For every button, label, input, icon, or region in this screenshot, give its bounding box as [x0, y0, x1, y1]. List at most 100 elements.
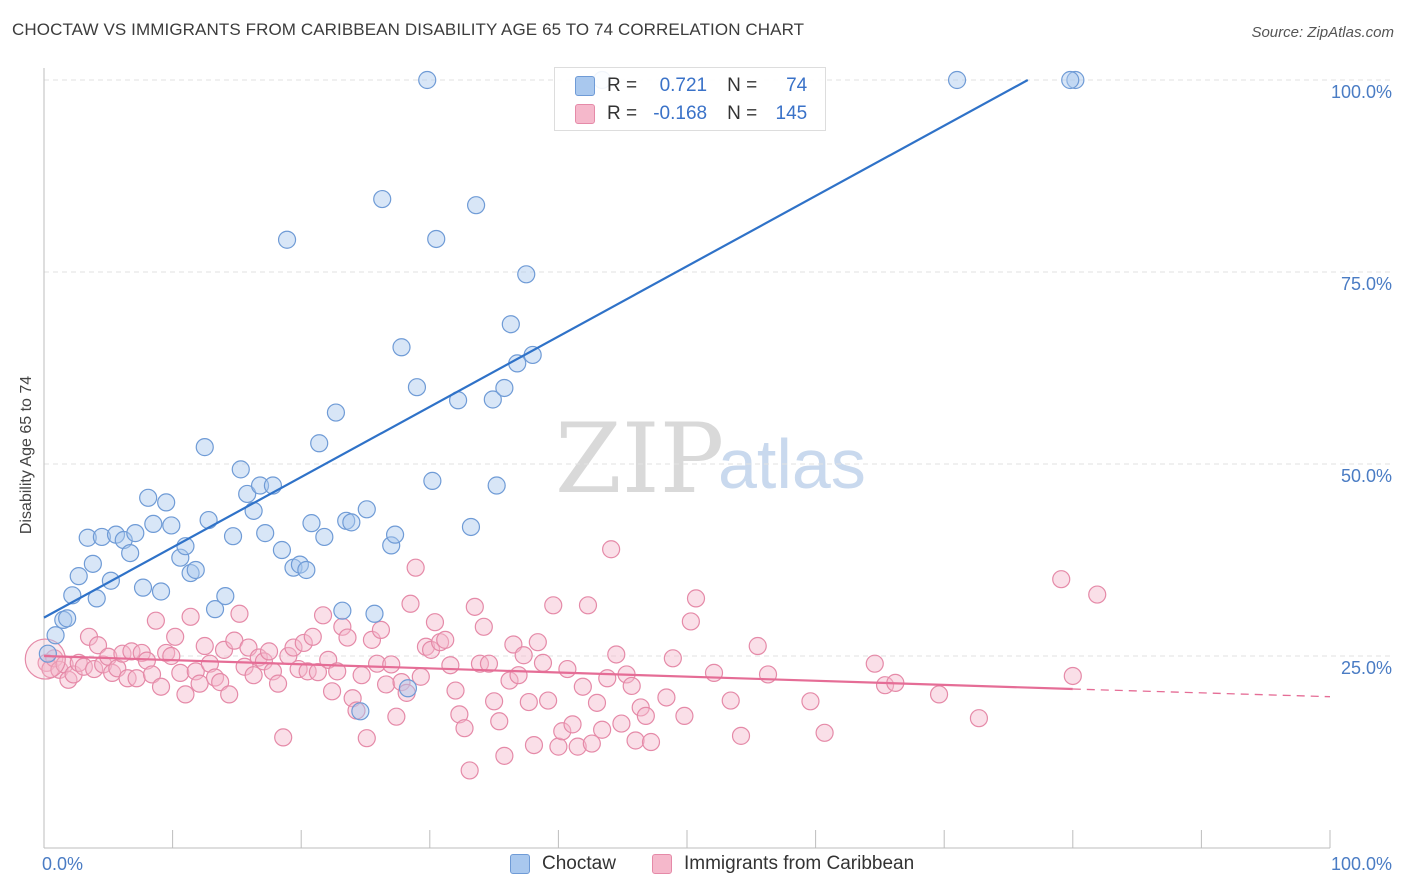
data-point-choctaw — [423, 471, 442, 490]
data-point-caribbean — [593, 720, 612, 739]
data-point-caribbean — [446, 681, 465, 700]
data-point-caribbean — [244, 666, 263, 685]
data-point-choctaw — [351, 702, 370, 721]
data-point-caribbean — [587, 693, 607, 712]
legend-r-value: -0.168 — [653, 103, 708, 124]
data-point-choctaw — [427, 229, 446, 249]
data-point-caribbean — [514, 646, 533, 665]
data-point-caribbean — [171, 663, 190, 682]
data-point-caribbean — [731, 726, 751, 745]
chart-source: Source: ZipAtlas.com — [1251, 24, 1394, 41]
data-point-choctaw — [144, 514, 163, 534]
data-point-caribbean — [636, 706, 655, 726]
data-point-choctaw — [223, 527, 243, 546]
data-point-choctaw — [244, 501, 263, 520]
data-point-caribbean — [127, 669, 146, 688]
data-point-caribbean — [485, 692, 504, 711]
data-point-caribbean — [59, 670, 78, 689]
data-point-choctaw — [216, 586, 235, 606]
data-point-caribbean — [146, 611, 165, 630]
data-point-choctaw — [418, 70, 437, 90]
data-point-caribbean — [181, 607, 200, 626]
data-point-caribbean — [362, 630, 382, 649]
data-point-choctaw — [133, 578, 153, 597]
data-point-caribbean — [298, 662, 317, 681]
legend-swatch-choctaw — [575, 76, 595, 96]
data-point-caribbean — [367, 654, 387, 673]
data-point-caribbean — [490, 712, 509, 731]
trend-line-caribbean-extension — [1072, 688, 1331, 698]
trend-line-choctaw — [43, 79, 1029, 619]
data-point-caribbean — [704, 663, 724, 682]
legend-row-caribbean: R = -0.168 N = 145 — [575, 101, 807, 127]
series-immigrants-from-caribbean — [24, 540, 1107, 780]
data-point-caribbean — [214, 640, 234, 659]
data-point-caribbean — [357, 729, 376, 748]
data-point-caribbean — [401, 594, 420, 613]
bottom-legend-label-choctaw: Choctaw — [542, 853, 616, 874]
data-point-choctaw — [181, 563, 200, 583]
bottom-legend-label-caribbean: Immigrants from Caribbean — [684, 853, 915, 874]
data-point-caribbean — [558, 659, 577, 679]
data-point-choctaw — [231, 460, 250, 479]
data-point-caribbean — [582, 734, 601, 753]
data-point-choctaw — [483, 390, 502, 409]
data-point-choctaw — [392, 338, 411, 357]
data-point-choctaw — [297, 560, 316, 580]
data-point-choctaw — [238, 484, 257, 504]
data-point-caribbean — [88, 636, 108, 655]
data-point-caribbean — [441, 656, 460, 675]
data-point-choctaw — [58, 609, 77, 628]
data-point-choctaw — [302, 514, 321, 533]
data-point-caribbean — [406, 558, 425, 577]
data-point-caribbean — [274, 728, 293, 747]
data-point-choctaw — [250, 476, 270, 495]
data-point-caribbean — [568, 737, 587, 756]
data-point-caribbean — [528, 633, 547, 652]
data-point-caribbean — [479, 654, 499, 673]
data-point-caribbean — [1088, 585, 1107, 604]
x-tick-labels: 0.0% 100.0% — [42, 854, 1392, 874]
data-point-caribbean — [509, 666, 528, 685]
watermark: ZIP atlas — [555, 403, 866, 515]
data-point-choctaw — [199, 510, 218, 530]
data-point-choctaw — [310, 434, 329, 453]
data-point-caribbean — [544, 596, 563, 615]
data-point-choctaw — [162, 516, 181, 535]
data-point-caribbean — [220, 685, 239, 704]
data-point-choctaw — [157, 493, 176, 512]
data-point-caribbean — [1063, 666, 1082, 686]
data-point-caribbean — [200, 654, 219, 673]
data-point-choctaw — [947, 70, 967, 90]
data-point-choctaw — [342, 513, 361, 532]
data-point-caribbean — [598, 669, 617, 688]
data-point-caribbean — [573, 677, 592, 696]
data-point-choctaw — [365, 604, 384, 623]
data-point-choctaw — [501, 315, 520, 334]
data-point-caribbean — [533, 653, 553, 673]
legend-r-label: R = — [607, 75, 638, 96]
data-point-choctaw — [466, 196, 486, 215]
data-point-caribbean — [450, 705, 469, 724]
data-point-caribbean — [425, 613, 445, 632]
data-point-caribbean — [268, 674, 288, 693]
data-point-choctaw — [126, 524, 145, 543]
legend-r-value: 0.721 — [659, 75, 708, 96]
data-point-choctaw — [272, 540, 292, 560]
data-point-caribbean — [436, 630, 455, 649]
trend-line-caribbean — [43, 654, 1073, 691]
data-point-choctaw — [495, 378, 514, 398]
data-point-caribbean — [259, 642, 279, 661]
series-choctaw — [38, 70, 1085, 721]
x-tick-label: 0.0% — [42, 854, 83, 874]
data-point-choctaw — [46, 626, 65, 645]
data-point-caribbean — [322, 682, 342, 701]
data-point-caribbean — [500, 671, 519, 690]
stats-legend: R = 0.721 N = 74 R = -0.168 N = 145 — [554, 67, 826, 131]
data-point-caribbean — [333, 617, 352, 636]
data-point-choctaw — [83, 554, 102, 573]
data-point-choctaw — [326, 403, 346, 422]
data-point-choctaw — [195, 438, 214, 457]
data-point-caribbean — [607, 645, 626, 664]
data-point-caribbean — [455, 719, 474, 738]
